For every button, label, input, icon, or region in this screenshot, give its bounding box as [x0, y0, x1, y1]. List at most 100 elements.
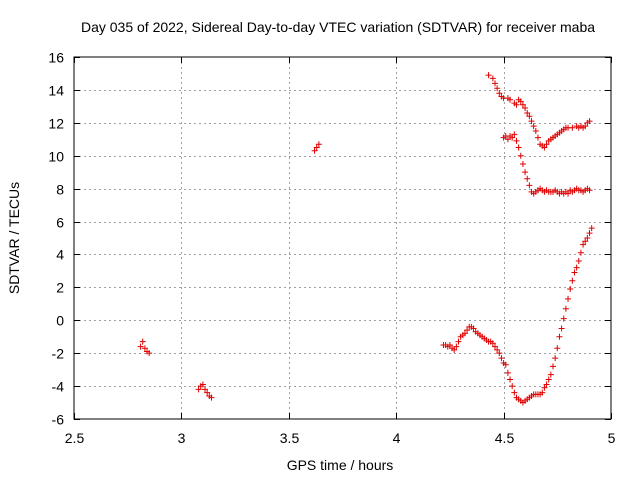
data-point: [569, 124, 576, 131]
data-point: [492, 343, 499, 350]
y-tick-label: 10: [48, 149, 64, 165]
data-point: [199, 381, 206, 388]
data-point: [502, 361, 509, 368]
data-point: [513, 137, 520, 144]
data-point: [586, 118, 593, 125]
data-point: [507, 376, 514, 383]
data-point: [494, 346, 501, 353]
data-point: [496, 350, 503, 357]
series-satellite-b: [195, 381, 215, 401]
data-point: [146, 350, 153, 357]
data-point: [515, 144, 522, 151]
data-point: [543, 141, 550, 148]
data-point: [511, 131, 518, 138]
data-point: [453, 343, 460, 350]
data-point: [582, 123, 589, 130]
data-point: [565, 190, 572, 197]
x-tick-label: 4: [393, 430, 401, 446]
data-point: [567, 286, 574, 293]
y-tick-label: 4: [56, 247, 64, 263]
data-point: [530, 123, 537, 130]
y-tick-label: 2: [56, 280, 64, 296]
data-point: [522, 169, 529, 176]
data-point: [573, 264, 580, 271]
data-point: [498, 355, 505, 362]
x-tick-label: 3.5: [280, 430, 300, 446]
chart-title: Day 035 of 2022, Sidereal Day-to-day VTE…: [81, 19, 595, 35]
data-point: [541, 384, 548, 391]
grid: [74, 57, 611, 419]
y-tick-label: 12: [48, 116, 64, 132]
x-tick-label: 3: [178, 430, 186, 446]
data-point: [528, 118, 535, 125]
data-point: [534, 134, 541, 141]
y-tick-label: 14: [48, 83, 64, 99]
data-point: [584, 235, 591, 241]
data-point: [519, 101, 526, 108]
data-point: [588, 225, 595, 232]
data-point: [522, 105, 529, 112]
data-point: [558, 325, 565, 332]
data-point: [560, 315, 567, 322]
data-point: [137, 343, 144, 350]
data-point: [519, 160, 526, 167]
data-point: [517, 98, 524, 105]
data-point: [569, 277, 576, 284]
series-satellite-d: [485, 72, 593, 151]
data-point: [552, 355, 559, 362]
data-points: [137, 72, 595, 406]
data-point: [504, 369, 511, 376]
data-point: [509, 134, 516, 141]
data-point: [195, 386, 202, 393]
data-point: [489, 75, 496, 82]
data-point: [517, 152, 524, 159]
data-point: [571, 269, 578, 276]
series-satellite-a: [137, 338, 153, 357]
x-axis-label: GPS time / hours: [287, 457, 394, 473]
data-point: [550, 363, 557, 370]
data-point: [554, 345, 561, 352]
data-point: [494, 85, 501, 92]
plot-frame: [73, 56, 612, 420]
y-tick-label: 16: [48, 50, 64, 66]
data-point: [451, 346, 458, 353]
data-point: [532, 128, 539, 135]
data-point: [470, 325, 477, 332]
data-point: [580, 241, 587, 248]
data-point: [461, 330, 468, 337]
data-point: [586, 230, 593, 237]
y-axis-label: SDTVAR / TECUs: [6, 182, 22, 294]
data-point: [586, 187, 593, 194]
data-point: [565, 295, 572, 302]
y-tick-label: -2: [52, 346, 65, 362]
data-point: [575, 258, 582, 265]
data-point: [204, 389, 211, 396]
data-point: [541, 144, 548, 151]
axis-ticks: 2.5 3 3.5 4 4.5 5 -6 -4 -2 0 2 4 6 8 10 12 14 16: [48, 50, 615, 447]
series-satellite-e: [500, 131, 593, 197]
data-point: [511, 389, 518, 396]
data-point: [562, 305, 569, 312]
data-point: [489, 340, 496, 347]
y-tick-label: 6: [56, 215, 64, 231]
x-tick-label: 4.5: [495, 430, 515, 446]
data-point: [446, 341, 453, 348]
data-point: [141, 345, 148, 352]
series-satellite-c: [311, 141, 322, 154]
data-point: [315, 141, 322, 148]
data-point: [524, 175, 531, 182]
data-point: [464, 327, 471, 334]
data-point: [556, 333, 563, 340]
x-tick-label: 2.5: [65, 430, 85, 446]
data-point: [507, 96, 514, 103]
data-point: [526, 182, 533, 189]
data-point: [485, 72, 492, 79]
series-satellite-f: [440, 225, 595, 406]
data-point: [513, 101, 520, 108]
y-tick-label: -6: [52, 412, 65, 428]
data-point: [492, 80, 499, 87]
data-point: [509, 383, 516, 390]
data-point: [577, 249, 584, 256]
y-tick-label: -4: [52, 379, 65, 395]
